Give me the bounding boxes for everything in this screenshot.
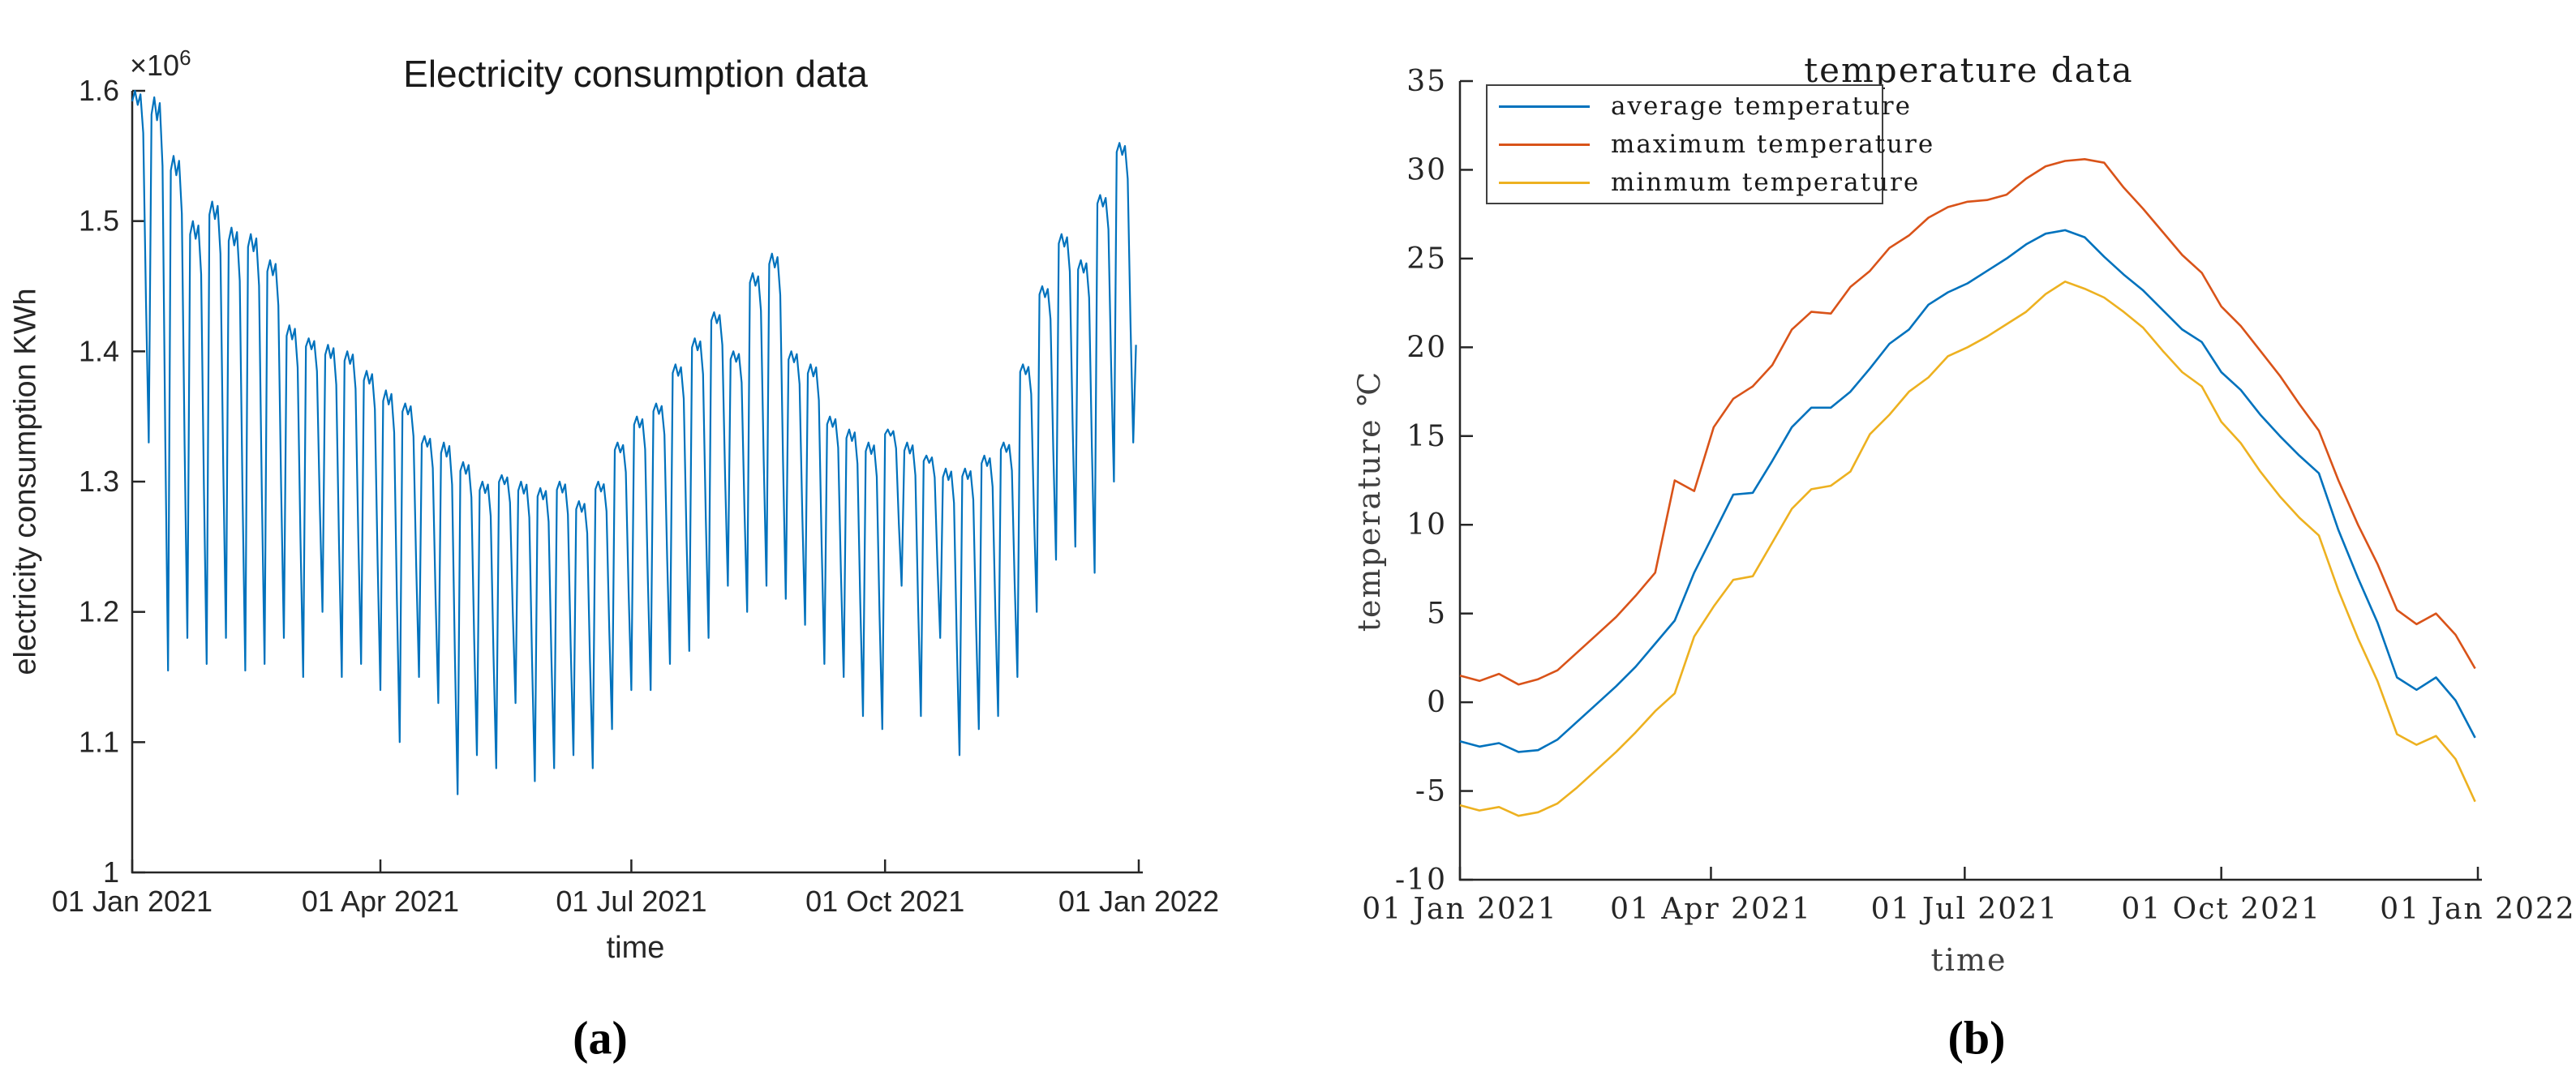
x-tick-label: 01 Jan 2021: [52, 885, 213, 918]
y-tick-label: -5: [1415, 775, 1447, 808]
x-tick-label: 01 Oct 2021: [2121, 893, 2321, 926]
y-tick-label: 20: [1406, 331, 1447, 364]
y-tick-label: 25: [1406, 242, 1447, 276]
subfigure-caption-b: (b): [1947, 1011, 2006, 1065]
legend-line-average: [1499, 105, 1590, 108]
x-tick-label: 01 Oct 2021: [805, 885, 964, 918]
legend-box: average temperature maximum temperature …: [1486, 84, 1933, 204]
y-tick-label: 1.6: [79, 74, 119, 107]
y-axis-label-temperature: temperature ℃: [1351, 370, 1387, 632]
y-tick-label: 1.4: [79, 334, 119, 367]
multiplier-base: ×10: [130, 49, 180, 82]
x-axis-label-time-a: time: [606, 931, 665, 965]
temperature-line-chart: -10 -5 0 5 10 15 20 25 30 35 01 Jan 2021 01 Apr 202…: [1362, 65, 2575, 926]
chart-title-temperature: temperature data: [1804, 50, 2134, 90]
y-tick-label: 15: [1406, 420, 1447, 453]
electricity-chart-panel: 1 1.1 1.2 1.3 1.4 1.5 1.6 01 Jan 2021 01 Apr 202…: [8, 45, 1220, 1065]
legend-row-average: average temperature: [1488, 88, 1910, 124]
y-axis-exponent-multiplier: ×106: [130, 45, 191, 83]
y-tick-label: 1.5: [79, 204, 119, 238]
temperature-series-line-2: [1459, 281, 2476, 817]
x-tick-label: 01 Jan 2022: [1058, 885, 1219, 918]
y-tick-label: 10: [1406, 508, 1447, 542]
legend-line-minimum: [1499, 181, 1590, 184]
y-tick-label: -10: [1395, 864, 1447, 897]
y-tick-label: 1.1: [79, 725, 119, 758]
x-tick-label: 01 Apr 2021: [1610, 893, 1812, 926]
y-tick-label: 1.2: [79, 595, 119, 628]
y-tick-label: 1.3: [79, 465, 119, 498]
electricity-series-line: [131, 89, 1137, 795]
temperature-series-line-1: [1459, 158, 2476, 686]
legend-label-maximum: maximum temperature: [1611, 130, 1935, 159]
x-axis-label-time-b: time: [1930, 942, 2007, 978]
subfigure-caption-a: (a): [573, 1011, 628, 1065]
x-tick-label: 01 Jan 2022: [2380, 893, 2575, 926]
y-tick-label: 0: [1427, 686, 1447, 719]
chart-title-electricity: Electricity consumption data: [403, 53, 868, 95]
electricity-line-chart: 1 1.1 1.2 1.3 1.4 1.5 1.6 01 Jan 2021 01 Apr 202…: [52, 74, 1219, 918]
temperature-chart-panel: -10 -5 0 5 10 15 20 25 30 35 01 Jan 2021 01 Apr 202…: [1288, 0, 2576, 1080]
legend-row-maximum: maximum temperature: [1488, 126, 1933, 162]
y-tick-label: 35: [1406, 65, 1447, 98]
legend-row-minimum: minmum temperature: [1488, 165, 1918, 200]
y-tick-label: 1: [103, 855, 119, 889]
legend-label-average: average temperature: [1611, 92, 1912, 121]
temperature-series-line-0: [1459, 229, 2476, 753]
multiplier-exponent: 6: [179, 45, 191, 70]
y-axis-label-electricity: electricity consumption KWh: [8, 288, 43, 675]
y-tick-label: 5: [1427, 598, 1447, 631]
x-tick-label: 01 Jul 2021: [556, 885, 706, 918]
x-tick-label: 01 Jan 2021: [1362, 893, 1557, 926]
legend-label-minimum: minmum temperature: [1611, 168, 1921, 197]
legend-line-maximum: [1499, 143, 1590, 146]
x-tick-label: 01 Jul 2021: [1871, 893, 2059, 926]
y-tick-label: 30: [1406, 153, 1447, 186]
x-tick-label: 01 Apr 2021: [302, 885, 459, 918]
